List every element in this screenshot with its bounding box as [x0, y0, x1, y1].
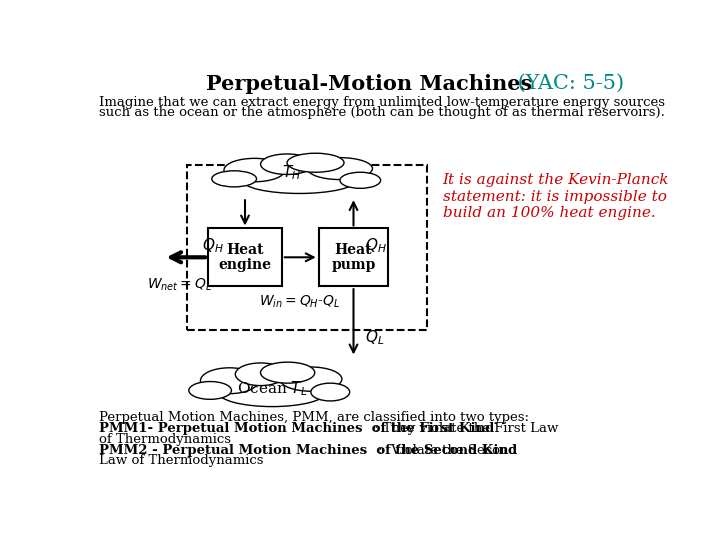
Ellipse shape	[212, 171, 256, 187]
Text: (YAC: 5-5): (YAC: 5-5)	[511, 74, 624, 93]
Text: Perpetual Motion Machines, PMM, are classified into two types:: Perpetual Motion Machines, PMM, are clas…	[99, 411, 529, 424]
Text: : They violate the First Law: : They violate the First Law	[374, 422, 559, 435]
Ellipse shape	[261, 154, 313, 174]
Ellipse shape	[218, 377, 326, 407]
Text: $T_H$: $T_H$	[282, 163, 301, 182]
Text: $W_{in} = Q_H$-$Q_L$: $W_{in} = Q_H$-$Q_L$	[258, 294, 340, 310]
Text: pump: pump	[331, 258, 376, 272]
Text: PMM2 - Perpetual Motion Machines  of the Second Kind: PMM2 - Perpetual Motion Machines of the …	[99, 444, 518, 457]
Ellipse shape	[261, 362, 315, 383]
Ellipse shape	[311, 383, 350, 401]
Text: Imagine that we can extract energy from unlimited low-temperature energy sources: Imagine that we can extract energy from …	[99, 96, 665, 110]
Bar	[187, 165, 427, 330]
Ellipse shape	[189, 382, 231, 399]
Text: statement: it is impossible to: statement: it is impossible to	[443, 190, 667, 204]
Text: engine: engine	[218, 258, 271, 272]
Text: Law of Thermodynamics: Law of Thermodynamics	[99, 455, 264, 468]
Text: $Q_H$: $Q_H$	[202, 237, 224, 255]
Text: Ocean $T_L$: Ocean $T_L$	[237, 379, 307, 397]
Text: $Q_H$: $Q_H$	[365, 237, 387, 255]
Ellipse shape	[287, 153, 344, 172]
Text: Heat: Heat	[226, 242, 264, 256]
Ellipse shape	[307, 158, 372, 180]
Text: It is against the Kevin-Planck: It is against the Kevin-Planck	[443, 173, 669, 187]
Text: of Thermodynamics: of Thermodynamics	[99, 433, 231, 446]
Bar	[208, 228, 282, 286]
Ellipse shape	[235, 363, 286, 386]
Text: :  Violate the Second: : Violate the Second	[374, 444, 518, 457]
Ellipse shape	[200, 368, 258, 394]
Text: $Q_L$: $Q_L$	[365, 329, 384, 348]
Text: build an 100% heat engine.: build an 100% heat engine.	[443, 206, 655, 220]
Text: Heat: Heat	[335, 242, 372, 256]
Ellipse shape	[243, 167, 356, 193]
Text: PMM1- Perpetual Motion Machines  of the First Kind: PMM1- Perpetual Motion Machines of the F…	[99, 422, 495, 435]
Text: $W_{net}=Q_L$: $W_{net}=Q_L$	[147, 276, 212, 293]
Ellipse shape	[224, 158, 285, 182]
Ellipse shape	[340, 172, 381, 188]
Bar	[319, 228, 388, 286]
Text: such as the ocean or the atmosphere (both can be thought of as thermal reservoir: such as the ocean or the atmosphere (bot…	[99, 106, 665, 119]
Text: Perpetual-Motion Machines: Perpetual-Motion Machines	[206, 74, 532, 94]
Ellipse shape	[280, 367, 342, 392]
